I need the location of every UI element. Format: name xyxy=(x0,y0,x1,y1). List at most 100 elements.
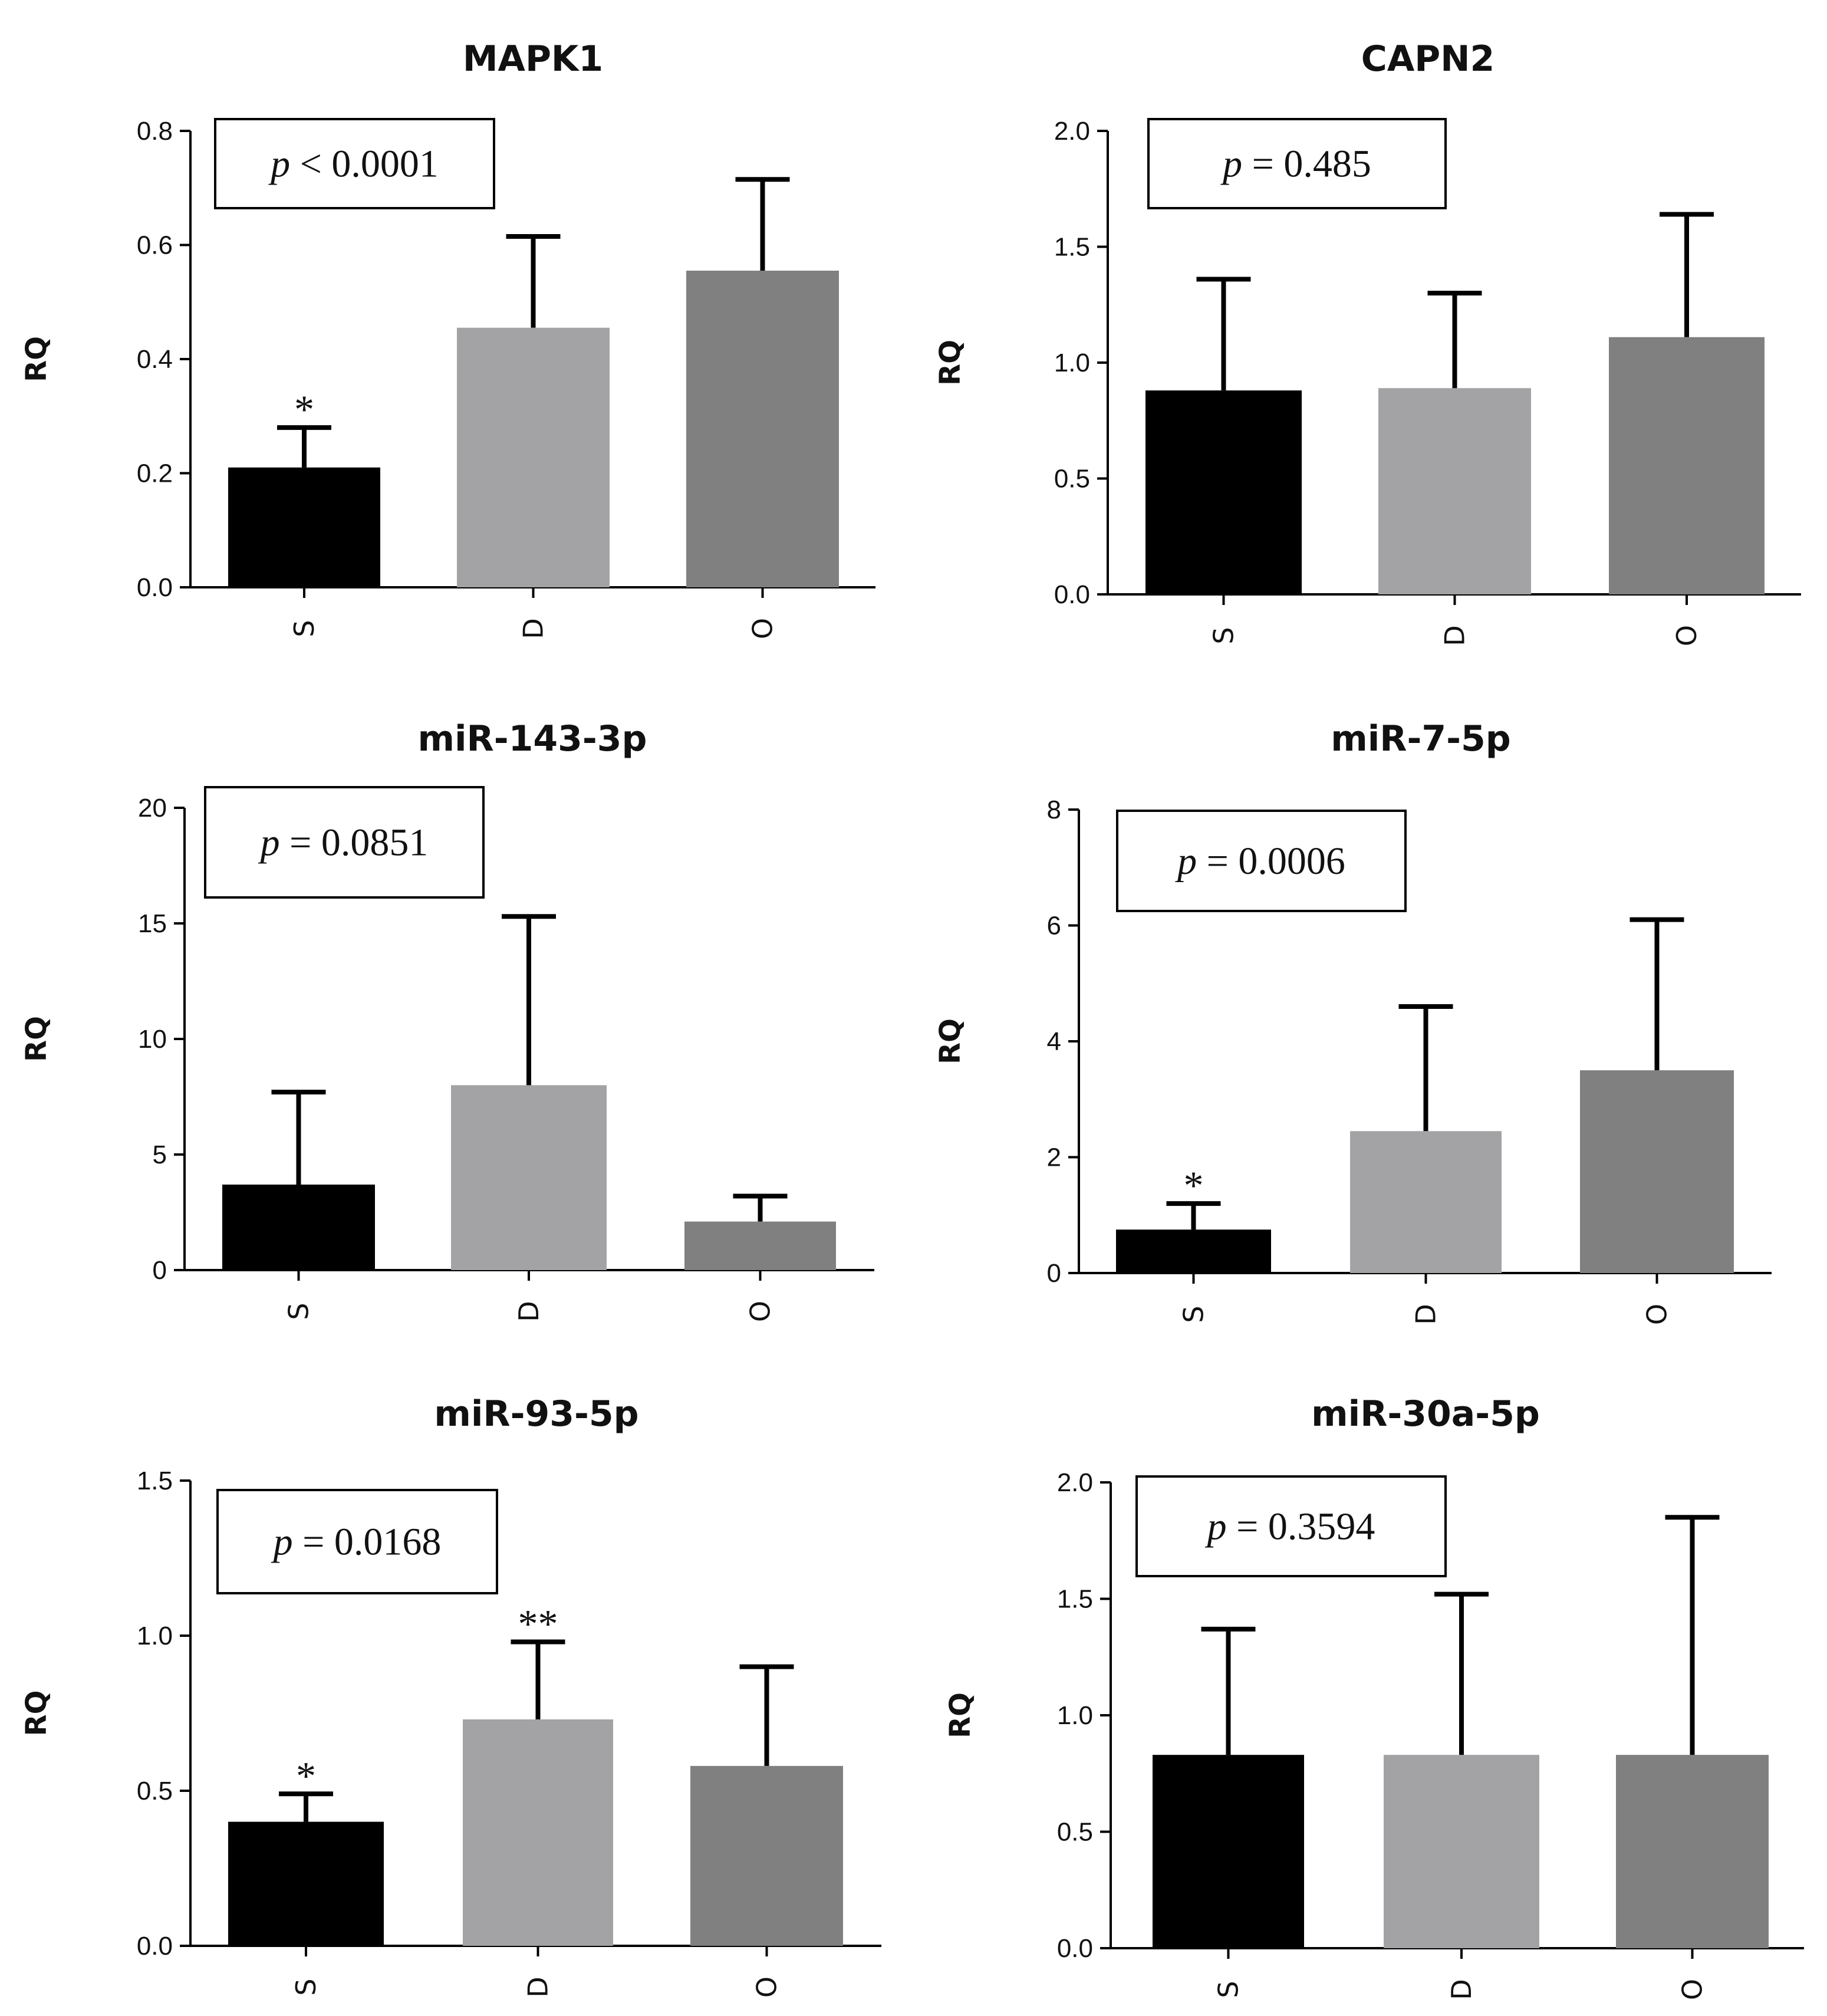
y-tick-label: 0 xyxy=(1047,1259,1061,1288)
p-value-text: = 0.0851 xyxy=(280,821,429,864)
p-value-box xyxy=(216,1489,498,1594)
category-label-o: O xyxy=(751,1976,783,1998)
y-tick-label: 0.8 xyxy=(137,117,173,146)
category-label-s: S xyxy=(1213,1981,1245,1998)
category-label-s: S xyxy=(288,620,320,637)
p-value-symbol: p xyxy=(268,143,290,186)
significance-mark: * xyxy=(1184,1163,1204,1208)
significance-mark: ** xyxy=(518,1601,558,1646)
y-axis-label: RQ xyxy=(934,1018,967,1064)
chart-title: miR-143-3p xyxy=(417,718,647,759)
bar-s xyxy=(222,1184,375,1270)
category-label-d: D xyxy=(518,618,549,639)
bar-d xyxy=(457,327,610,587)
category-label-s: S xyxy=(1178,1305,1210,1323)
p-value-symbol: p xyxy=(258,821,280,864)
category-label-d: D xyxy=(522,1976,554,1997)
p-value-text: = 0.0006 xyxy=(1197,840,1345,883)
chart-panel-4: miR-7-5p RQ 0 2 4 6 8 S * D Op = 0.0006 xyxy=(934,718,1772,1325)
y-tick-label: 0.0 xyxy=(137,1932,173,1961)
y-tick-label: 0.0 xyxy=(1057,1934,1093,1963)
chart-title: miR-7-5p xyxy=(1331,718,1511,759)
y-tick-label: 0.6 xyxy=(137,231,173,260)
bar-o xyxy=(690,1765,843,1946)
y-tick-label: 2.0 xyxy=(1057,1468,1093,1497)
p-value-label: p = 0.0851 xyxy=(258,821,429,864)
bar-d xyxy=(451,1085,607,1270)
p-value-text: = 0.0168 xyxy=(293,1521,442,1564)
category-label-o: O xyxy=(745,1301,776,1322)
significance-mark: * xyxy=(294,387,314,432)
p-value-box xyxy=(1116,810,1407,912)
y-tick-label: 10 xyxy=(138,1025,167,1054)
y-tick-label: 1.0 xyxy=(1054,348,1090,377)
y-tick-label: 0.2 xyxy=(137,459,173,488)
bar-s xyxy=(1116,1229,1271,1273)
chart-panel-2: CAPN2 RQ 0.0 0.5 1.0 1.5 2.0 S D Op = 0.485 xyxy=(934,38,1801,646)
bar-o xyxy=(684,1221,836,1270)
y-axis-label: RQ xyxy=(934,340,967,386)
category-label-s: S xyxy=(283,1303,315,1320)
y-tick-label: 1.0 xyxy=(137,1622,173,1650)
p-value-label: p = 0.485 xyxy=(1220,143,1371,186)
bar-d xyxy=(1384,1755,1539,1948)
y-tick-label: 0.0 xyxy=(1054,580,1090,609)
chart-title: miR-93-5p xyxy=(434,1393,638,1435)
y-tick-label: 0.4 xyxy=(137,345,173,374)
category-label-d: D xyxy=(513,1301,545,1321)
chart-title: MAPK1 xyxy=(463,38,603,80)
y-tick-label: 1.5 xyxy=(1054,233,1090,262)
y-axis-label: RQ xyxy=(20,1016,53,1062)
chart-panel-1: MAPK1 RQ 0.0 0.2 0.4 0.6 0.8 S * D Op < 0.0001 xyxy=(20,38,875,639)
p-value-label: p = 0.3594 xyxy=(1205,1505,1375,1548)
bar-o xyxy=(686,271,839,588)
y-axis-label: RQ xyxy=(20,1691,53,1737)
y-tick-label: 0 xyxy=(153,1256,167,1285)
p-value-box xyxy=(1135,1475,1447,1577)
y-tick-label: 4 xyxy=(1047,1027,1061,1056)
chart-title: CAPN2 xyxy=(1361,38,1494,80)
y-tick-label: 0.5 xyxy=(1054,465,1090,494)
significance-mark: * xyxy=(296,1753,316,1798)
p-value-box xyxy=(204,786,485,899)
chart-panel-3: miR-143-3p RQ 0 5 10 15 20 S D Op = 0.0851 xyxy=(20,718,874,1322)
p-value-box xyxy=(1147,118,1447,209)
y-tick-label: 5 xyxy=(153,1140,167,1169)
y-tick-label: 0.5 xyxy=(137,1777,173,1805)
y-tick-label: 15 xyxy=(138,909,167,938)
p-value-box xyxy=(214,118,495,209)
bar-s xyxy=(1145,390,1302,594)
y-tick-label: 2.0 xyxy=(1054,117,1090,146)
y-axis-label: RQ xyxy=(944,1692,977,1738)
category-label-d: D xyxy=(1446,1979,1477,1999)
category-label-d: D xyxy=(1439,625,1471,646)
category-label-d: D xyxy=(1410,1304,1442,1324)
p-value-text: = 0.485 xyxy=(1242,143,1371,186)
chart-panel-6: miR-30a-5p RQ 0.0 0.5 1.0 1.5 2.0 S D Op = 0.3594 xyxy=(944,1393,1804,2000)
bar-d xyxy=(1350,1131,1502,1273)
p-value-symbol: p xyxy=(1220,143,1242,186)
bar-s xyxy=(1153,1755,1304,1948)
bar-s xyxy=(228,1821,384,1946)
category-label-s: S xyxy=(1208,627,1240,644)
p-value-symbol: p xyxy=(1205,1505,1227,1548)
p-value-text: < 0.0001 xyxy=(290,143,439,186)
y-tick-label: 1.5 xyxy=(137,1466,173,1495)
y-tick-label: 20 xyxy=(138,794,167,823)
y-tick-label: 1.5 xyxy=(1057,1585,1093,1614)
p-value-label: p = 0.0006 xyxy=(1175,840,1345,883)
p-value-label: p = 0.0168 xyxy=(271,1521,442,1564)
category-label-o: O xyxy=(1671,625,1703,646)
chart-title: miR-30a-5p xyxy=(1311,1393,1540,1435)
p-value-symbol: p xyxy=(1175,840,1197,883)
p-value-text: = 0.3594 xyxy=(1227,1505,1375,1548)
y-tick-label: 8 xyxy=(1047,795,1061,824)
bar-d xyxy=(1378,388,1531,594)
bar-s xyxy=(228,467,380,587)
category-label-o: O xyxy=(1677,1979,1709,2000)
bar-o xyxy=(1609,337,1765,594)
bar-o xyxy=(1580,1070,1734,1273)
category-label-s: S xyxy=(290,1978,322,1995)
bar-d xyxy=(463,1719,613,1946)
